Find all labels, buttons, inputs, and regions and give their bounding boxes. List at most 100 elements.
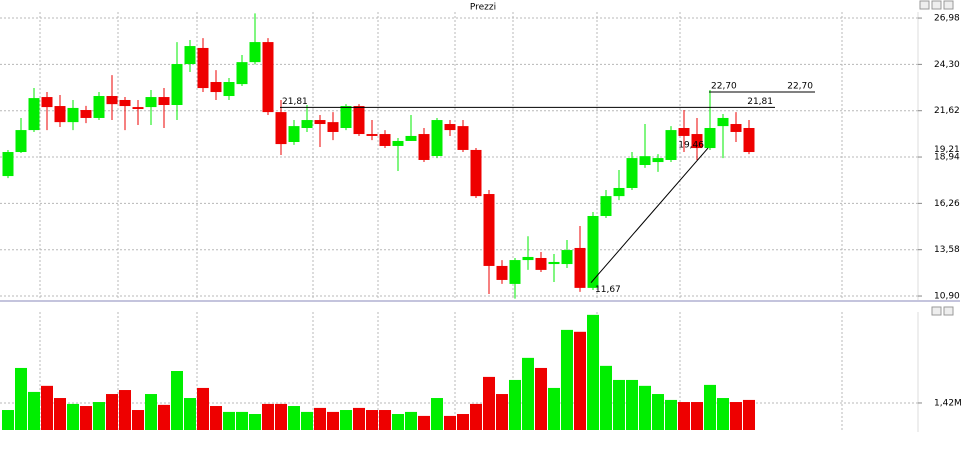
y-tick-label: 16,26	[934, 199, 960, 209]
candle-body	[379, 134, 391, 146]
volume-bar	[496, 394, 508, 430]
candle-body	[184, 46, 196, 65]
candle-body	[652, 158, 664, 163]
candle-body	[93, 96, 105, 118]
volume-bar	[730, 402, 742, 430]
candle-body	[444, 124, 456, 131]
level-label: 21,81	[282, 97, 308, 107]
candle-body	[418, 134, 430, 160]
volume-bar	[288, 406, 300, 430]
volume-bar	[587, 314, 599, 430]
candle-body	[548, 261, 560, 265]
volume-bar	[301, 411, 313, 430]
last-price-label: 19,21	[934, 145, 960, 155]
candle-body	[210, 82, 222, 93]
volume-bar	[2, 410, 14, 430]
volume-bar	[691, 402, 703, 430]
volume-bar	[704, 384, 716, 430]
volume-bar	[67, 403, 79, 430]
maximize-button[interactable]	[931, 0, 942, 10]
volume-bar	[145, 394, 157, 430]
volume-bar	[327, 411, 339, 430]
y-tick-label: 26,98	[934, 14, 960, 24]
volume-bar	[379, 410, 391, 430]
candle-body	[15, 130, 27, 153]
volume-bar	[509, 379, 521, 430]
candle-body	[574, 247, 586, 288]
y-tick-label: 18,94	[934, 153, 960, 163]
close-button[interactable]	[943, 0, 954, 10]
candle-body	[431, 120, 443, 156]
volume-bar	[106, 394, 118, 430]
y-tick-label: 24,30	[934, 60, 960, 70]
volume-bar	[158, 404, 170, 430]
candle-body	[288, 126, 300, 142]
volume-bar	[600, 365, 612, 430]
volume-bar	[353, 407, 365, 430]
level-label: 21,81	[747, 97, 773, 107]
volume-bar	[392, 414, 404, 430]
candle-body	[54, 106, 66, 123]
candle-body	[730, 124, 742, 132]
candle-body	[171, 64, 183, 106]
chart-title: Prezzi	[470, 3, 496, 13]
minimize-button[interactable]	[919, 0, 930, 10]
y-tick-label: 1,42M	[934, 398, 962, 408]
volume-bar	[119, 390, 131, 430]
candle-body	[236, 62, 248, 85]
volume-bar	[132, 410, 144, 430]
volume-bar	[743, 399, 755, 430]
candle-body	[119, 99, 131, 107]
volume-maximize-button[interactable]	[931, 306, 942, 316]
volume-bar	[171, 371, 183, 430]
candle-body	[665, 130, 677, 160]
volume-bar	[431, 398, 443, 430]
volume-bar	[652, 394, 664, 430]
volume-bar	[223, 411, 235, 430]
candle-body	[145, 97, 157, 108]
volume-bar	[574, 331, 586, 430]
candle-body	[587, 215, 599, 288]
volume-bar	[54, 398, 66, 430]
volume-bar	[613, 379, 625, 430]
candle-body	[392, 140, 404, 146]
candle-body	[301, 120, 313, 128]
volume-bar	[548, 387, 560, 430]
volume-bar	[249, 414, 261, 430]
volume-bar	[41, 385, 53, 430]
candle-body	[457, 126, 469, 150]
volume-bar	[665, 399, 677, 430]
volume-bar	[93, 402, 105, 430]
candle-body	[626, 158, 638, 188]
candle-body	[41, 97, 53, 108]
candle-body	[496, 265, 508, 280]
volume-bar	[418, 415, 430, 430]
candle-body	[691, 134, 703, 149]
y-tick-label: 13,58	[934, 245, 960, 255]
candle-body	[340, 106, 352, 128]
candle-body	[249, 42, 261, 63]
volume-bar	[678, 402, 690, 430]
candle-body	[223, 82, 235, 97]
candle-body	[639, 156, 651, 165]
volume-bar	[314, 407, 326, 430]
candle-body	[470, 149, 482, 197]
volume-bar	[184, 398, 196, 430]
volume-close-button[interactable]	[943, 306, 954, 316]
volume-bar	[522, 357, 534, 430]
candle-body	[483, 194, 495, 266]
volume-bar	[717, 398, 729, 430]
volume-bar	[28, 391, 40, 430]
volume-bar	[535, 367, 547, 430]
volume-bar	[444, 415, 456, 430]
candle-body	[275, 112, 287, 145]
candle-body	[314, 120, 326, 125]
candle-body	[2, 152, 14, 177]
level-label: 22,70	[787, 82, 813, 92]
volume-bar	[275, 403, 287, 430]
volume-bar	[236, 411, 248, 430]
candle-body	[704, 127, 716, 149]
y-tick-label: 21,62	[934, 106, 960, 116]
trend-line	[590, 147, 709, 284]
